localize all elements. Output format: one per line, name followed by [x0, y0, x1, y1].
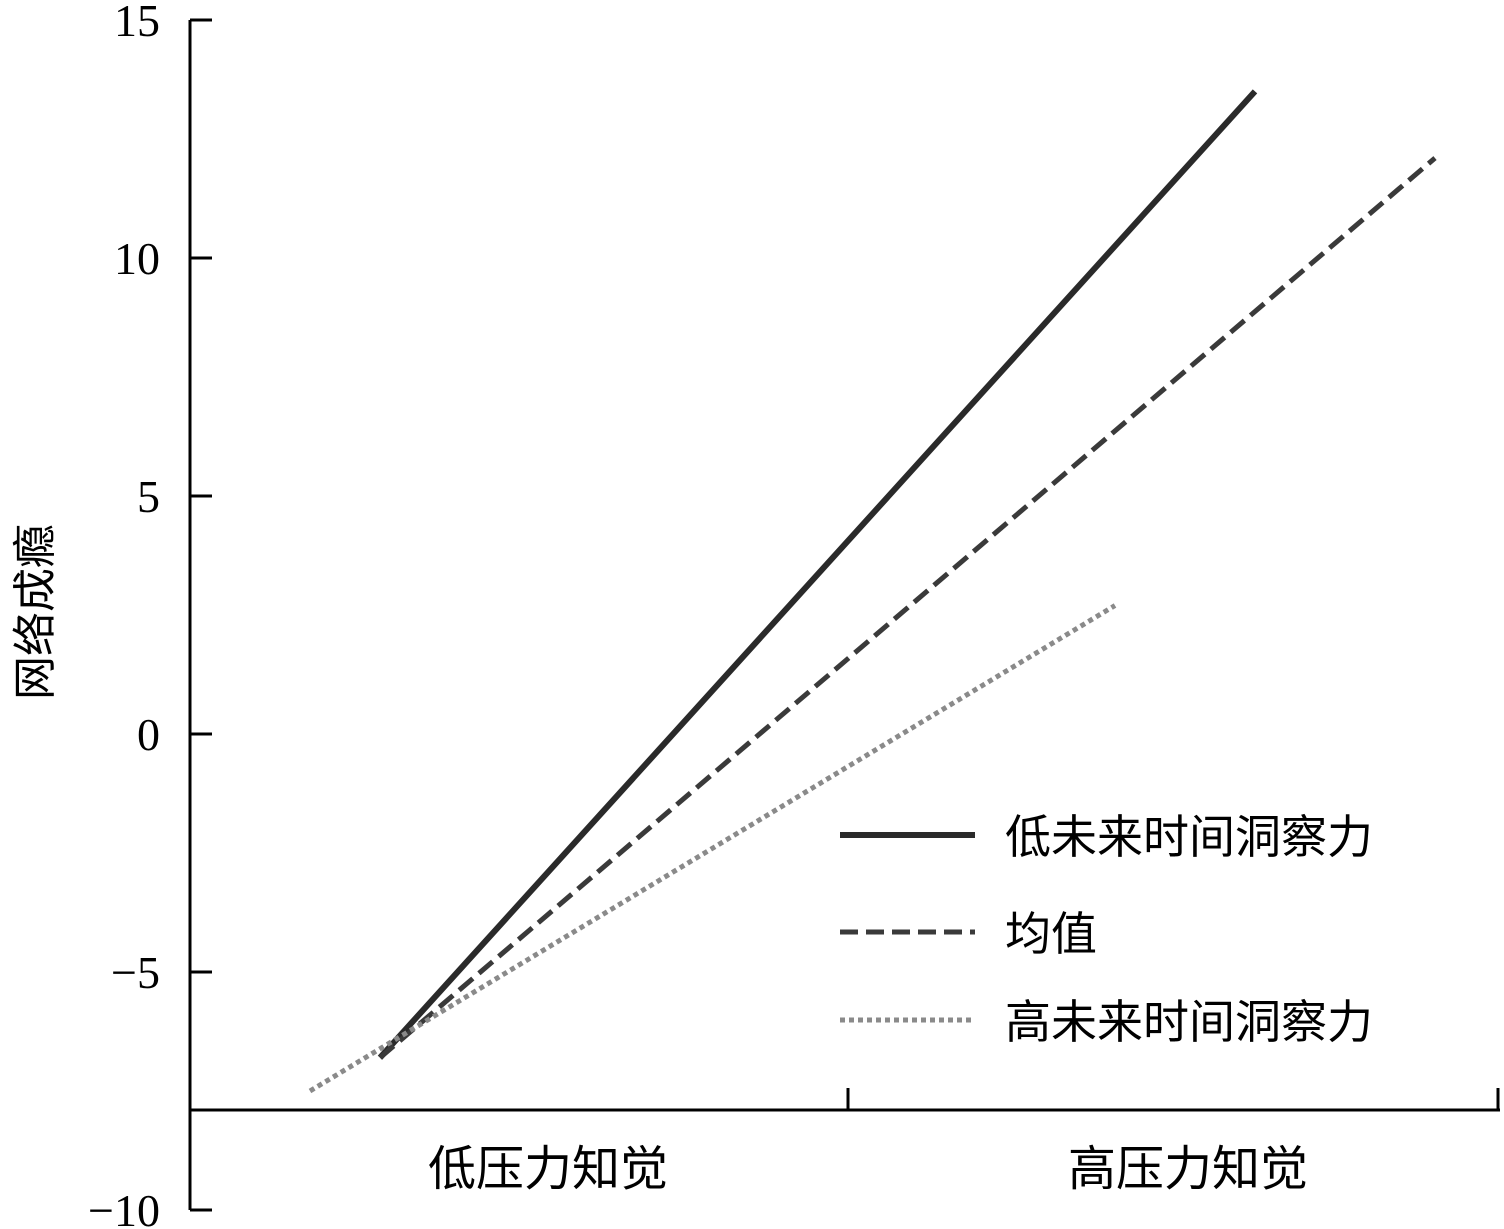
x-ticks: 低压力知觉 高压力知觉 — [428, 1088, 1500, 1197]
series-line — [308, 603, 1117, 1094]
y-tick-label: 10 — [114, 233, 160, 284]
y-tick-label: 15 — [114, 0, 160, 46]
series-line — [377, 89, 1258, 1060]
legend-label: 均值 — [1005, 907, 1097, 961]
x-category-label: 高压力知觉 — [1068, 1141, 1308, 1197]
y-axis-label: 网络成瘾 — [10, 524, 61, 700]
legend-label: 高未来时间洞察力 — [1005, 995, 1373, 1049]
y-tick-label: 5 — [137, 471, 160, 522]
y-tick-label: −5 — [111, 947, 160, 998]
series-lines — [308, 89, 1437, 1094]
legend-label: 低未来时间洞察力 — [1005, 810, 1373, 864]
y-tick-label: 0 — [137, 709, 160, 760]
series-line — [378, 156, 1437, 1060]
axes — [188, 20, 1500, 1210]
y-ticks: −10 −5 0 5 10 15 — [88, 0, 212, 1229]
x-category-label: 低压力知觉 — [428, 1141, 668, 1197]
y-tick-label: −10 — [88, 1185, 160, 1229]
